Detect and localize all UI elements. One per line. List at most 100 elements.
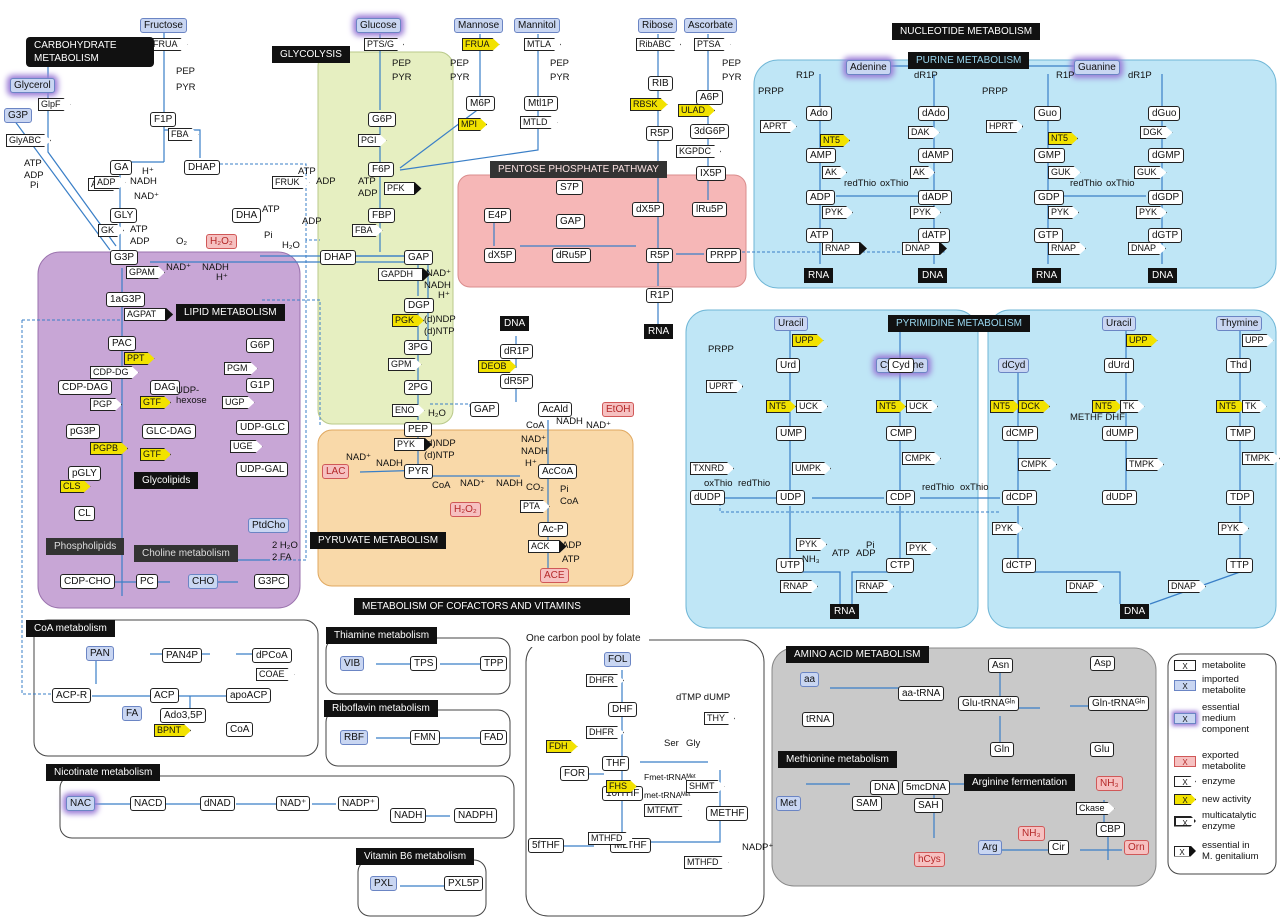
metabolite-m82: RNA: [804, 268, 834, 283]
enzyme-e64: NT5: [876, 400, 906, 413]
enzyme-e10: PGI: [358, 134, 387, 147]
metabolite-m29: A6P: [696, 90, 723, 105]
arginine-title: Arginine fermentation: [964, 774, 1076, 791]
metabolite-m103: CTP: [886, 558, 914, 573]
enzyme-e83: TMPK: [1242, 452, 1280, 465]
cof-fa: 2 H₂O 2 FA: [272, 540, 298, 563]
legend-swatch-metabolite: X: [1174, 660, 1196, 671]
metabolite-m77: dAMP: [918, 148, 954, 163]
metabolite-m110: Thd: [1226, 358, 1252, 373]
metabolite-m42: RNA: [644, 324, 674, 339]
metabolite-m156: Asp: [1090, 656, 1116, 671]
metabolite-m138: NAD⁺: [276, 796, 311, 811]
enzyme-e55: RNAP: [1048, 242, 1086, 255]
enzyme-e78: TK: [1120, 400, 1145, 413]
metabolite-m57: CDP-CHO: [60, 574, 115, 589]
enzyme-e74: UPP: [1242, 334, 1274, 347]
enzyme-e5: RibABC: [636, 38, 681, 51]
cof-nadh-2: NADH: [202, 262, 229, 273]
cof-pep-4: PEP: [550, 58, 570, 69]
enzyme-e67: CMPK: [902, 452, 941, 465]
metabolite-m112: dUMP: [1102, 426, 1138, 441]
enzyme-e97: MTHFD: [588, 832, 633, 845]
cof-nadh-5: NADH: [496, 478, 523, 489]
enzyme-e24: ENO: [392, 404, 425, 417]
metabolite-m21: 3PG: [404, 340, 433, 355]
cof-pyr-1: PYR: [176, 82, 196, 93]
enzyme-e3: FRUA: [462, 38, 500, 51]
enzyme-e30: PGPB: [90, 442, 128, 455]
enzyme-e91: DHFR: [586, 726, 624, 739]
cof-nad-3: NAD⁺: [426, 268, 452, 279]
cof-nadh-7: NADH: [521, 446, 548, 457]
enzyme-e33: GTF: [140, 396, 171, 409]
metabolite-m88: GDP: [1034, 190, 1064, 205]
enzyme-e96: MTFMT: [644, 804, 689, 817]
metabolite-m170: Orn: [1124, 840, 1149, 855]
vitb6-title: Vitamin B6 metabolism: [356, 848, 475, 865]
glycolipids-title: Glycolipids: [134, 472, 199, 489]
cof-r1p-1: R1P: [796, 70, 815, 81]
enzyme-e36: UGP: [222, 396, 255, 409]
metabolite-m118: TTP: [1226, 558, 1253, 573]
metabolite-m136: NACD: [130, 796, 167, 811]
cof-o2-1: O₂: [176, 236, 188, 247]
cof-udphex: UDP- hexose: [176, 385, 207, 406]
metabolite-m166: hCys: [914, 852, 945, 867]
metabolite-m140: NADH: [390, 808, 427, 823]
cof-h-4: H⁺: [525, 458, 537, 469]
metabolite-m58: PC: [136, 574, 158, 589]
cof-oxthio-3: oxThio: [880, 178, 909, 189]
cof-adp-5: ADP: [302, 216, 322, 227]
legend-swatch-imported: X: [1174, 679, 1196, 691]
metabolite-m34: GAP: [556, 214, 586, 229]
metabolite-m97: Cyd: [888, 358, 914, 373]
metabolite-m54: UDP-GLC: [236, 420, 290, 435]
cof-nadp-1: NADP⁺: [742, 842, 774, 853]
cof-pi-2: Pi: [264, 230, 273, 241]
cof-atp-3: ATP: [298, 166, 316, 177]
cof-nad-7: NAD⁺: [521, 434, 547, 445]
metabolite-m49: CL: [74, 506, 95, 521]
metabolite-m43: H₂O₂: [206, 234, 237, 249]
metabolite-m101: CDP: [886, 490, 916, 505]
enzyme-e32: PPT: [124, 352, 155, 365]
cofactors-title: METABOLISM OF COFACTORS AND VITAMINS: [354, 598, 630, 615]
cof-adp-7: ADP: [856, 548, 876, 559]
metabolite-m167: Arg: [978, 840, 1002, 855]
metabolite-m113: TMP: [1226, 426, 1256, 441]
pyruvate-title: PYRUVATE METABOLISM: [310, 532, 447, 549]
metabolite-m59: CHO: [188, 574, 219, 589]
reaction-arrows: [13, 32, 1241, 887]
enzyme-e25: PYK: [394, 438, 432, 451]
metabolite-m102: UTP: [776, 558, 804, 573]
legend-swatch-multi: X: [1174, 815, 1196, 827]
enzyme-e51: HPRT: [986, 120, 1023, 133]
enzyme-e71: RNAP: [780, 580, 818, 593]
enzyme-e45: PYK: [822, 206, 853, 219]
metabolite-m165: SAH: [914, 798, 943, 813]
metabolite-m11: DHAP: [184, 160, 220, 175]
enzyme-e15: KGPDC: [676, 145, 721, 158]
enzyme-e54: PYK: [1048, 206, 1079, 219]
enzyme-e13: RBSK: [630, 98, 668, 111]
metabolite-m1: Fructose: [140, 18, 187, 33]
enzyme-e65: UCK: [906, 400, 938, 413]
cof-atp-2: ATP: [130, 224, 148, 235]
metabolite-m171: NH₃: [1096, 776, 1123, 791]
metabolite-m106: Uracil: [1102, 316, 1136, 331]
cof-nad-5: NAD⁺: [460, 478, 486, 489]
metabolite-m90: GTP: [1034, 228, 1063, 243]
metabolite-m12: GLY: [110, 208, 138, 223]
metabolite-m163: DNA: [870, 780, 900, 795]
cof-pi-4: Pi: [866, 540, 875, 551]
enzyme-e29: PGP: [90, 398, 122, 411]
metabolite-m93: DNA: [1148, 268, 1178, 283]
metabolite-m27: RIB: [648, 76, 673, 91]
metabolite-m80: ATP: [806, 228, 833, 243]
metabolite-m81: dATP: [918, 228, 951, 243]
